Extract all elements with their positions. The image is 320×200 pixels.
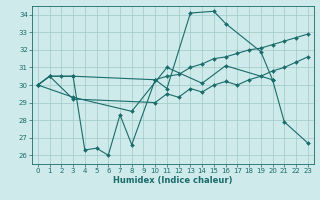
X-axis label: Humidex (Indice chaleur): Humidex (Indice chaleur) (113, 176, 233, 185)
